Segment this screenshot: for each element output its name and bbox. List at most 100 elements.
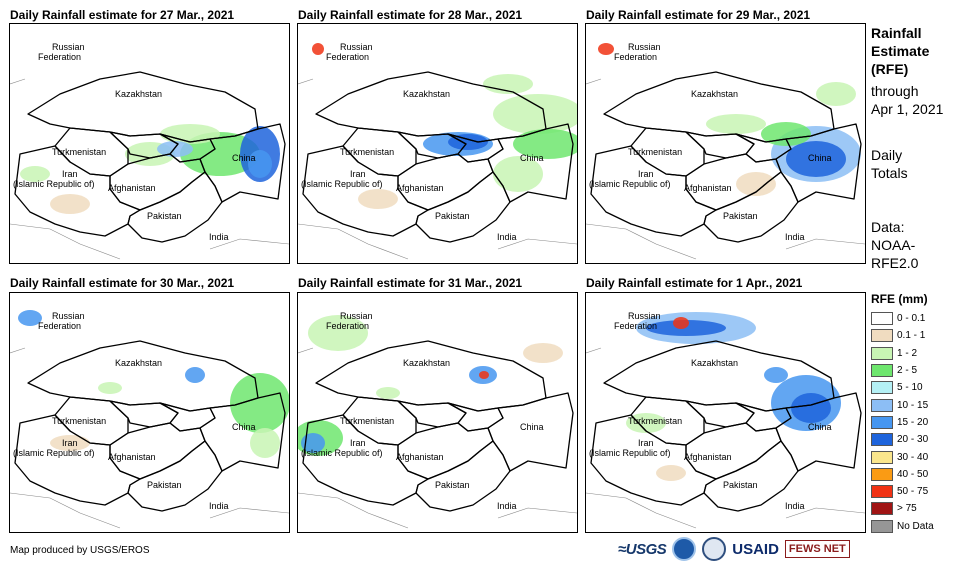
side-through: through — [871, 83, 919, 99]
legend-swatch — [871, 502, 893, 516]
panel-title-4: Daily Rainfall estimate for 30 Mar., 202… — [10, 276, 235, 290]
panel-title-3: Daily Rainfall estimate for 29 Mar., 202… — [586, 8, 811, 22]
neighbor-border — [785, 507, 865, 519]
legend-swatch — [871, 519, 893, 533]
fews-net-logo: FEWS NET — [784, 540, 850, 558]
rainfall-patch — [185, 367, 205, 383]
country-label: Afghanistan — [108, 183, 156, 193]
neighbor-border — [10, 492, 121, 529]
country-label: Turkmenistan — [340, 416, 394, 426]
rainfall-patch — [598, 43, 614, 55]
legend-swatch — [871, 312, 893, 326]
map-panel-3: Russian Federation Kazakhstan Turkmenistan I… — [585, 23, 866, 264]
neighbor-border — [497, 507, 577, 519]
country-label: Pakistan — [435, 211, 470, 221]
legend-item: 5 - 10 — [871, 379, 934, 396]
country-label: Russian — [340, 311, 373, 321]
logo-strip: ≈USGS USAID FEWS NET — [618, 537, 850, 561]
legend-item: 20 - 30 — [871, 431, 934, 448]
rainfall-patch — [493, 94, 577, 134]
legend-label: 1 - 2 — [897, 347, 918, 359]
china-border — [199, 123, 286, 203]
legend: 0 - 0.1 0.1 - 1 1 - 2 2 - 5 5 - 10 10 - 15 15 … — [871, 310, 934, 535]
country-label: Turkmenistan — [340, 147, 394, 157]
neighbor-border — [209, 507, 289, 519]
country-label: Iran — [350, 169, 366, 179]
country-label: India — [209, 232, 229, 242]
legend-item: 15 - 20 — [871, 414, 934, 431]
rainfall-patch — [160, 124, 220, 144]
country-label: (Islamic Republic of) — [13, 448, 95, 458]
pakistan-border — [415, 440, 511, 512]
iran-border — [302, 414, 429, 506]
pakistan-border — [415, 171, 511, 243]
legend-swatch — [871, 467, 893, 481]
china-border — [199, 392, 286, 472]
legend-label: 30 - 40 — [897, 451, 929, 463]
country-label: Federation — [326, 52, 369, 62]
legend-item: > 75 — [871, 500, 934, 517]
rainfall-patch — [764, 367, 788, 383]
country-label: Afghanistan — [396, 183, 444, 193]
panel-title-2: Daily Rainfall estimate for 28 Mar., 202… — [298, 8, 523, 22]
country-label: China — [520, 153, 544, 163]
legend-label: 20 - 30 — [897, 434, 929, 446]
seal-logo-icon — [702, 537, 727, 561]
country-label: Kazakhstan — [691, 89, 738, 99]
legend-item: No Data — [871, 518, 934, 535]
country-label: Kazakhstan — [403, 89, 450, 99]
legend-swatch — [871, 485, 893, 499]
map-panel-2: Russian Federation Kazakhstan Turkmenistan I… — [297, 23, 578, 264]
china-border — [775, 123, 862, 203]
country-label: Afghanistan — [108, 452, 156, 462]
neighbor-border — [785, 238, 865, 250]
country-label: Pakistan — [147, 211, 182, 221]
china-border — [487, 392, 574, 472]
neighbor-border — [298, 223, 409, 260]
neighbor-border — [10, 347, 26, 354]
country-label: (Islamic Republic of) — [589, 448, 671, 458]
rainfall-patch — [157, 141, 193, 157]
side-title-rfe: (RFE) — [871, 61, 909, 77]
neighbor-border — [298, 78, 314, 85]
legend-item: 0.1 - 1 — [871, 327, 934, 344]
rainfall-patch — [736, 172, 776, 196]
iran-border — [302, 145, 429, 237]
legend-label: 5 - 10 — [897, 382, 923, 394]
country-label: Iran — [62, 438, 78, 448]
country-label: (Islamic Republic of) — [301, 179, 383, 189]
map-panel-6: Russian Federation Kazakhstan Turkmenistan I… — [585, 292, 866, 533]
rainfall-patch — [50, 435, 90, 451]
legend-swatch — [871, 364, 893, 378]
country-label: Afghanistan — [684, 183, 732, 193]
country-label: Kazakhstan — [691, 358, 738, 368]
country-label: Federation — [614, 52, 657, 62]
side-daily: Daily — [871, 147, 903, 163]
country-label: Turkmenistan — [628, 147, 682, 157]
country-label: Russian — [340, 42, 373, 52]
country-label: Pakistan — [723, 211, 758, 221]
neighbor-border — [586, 78, 602, 85]
country-label: Iran — [350, 438, 366, 448]
legend-label: 2 - 5 — [897, 365, 918, 377]
country-label: Pakistan — [723, 480, 758, 490]
country-label: China — [232, 422, 256, 432]
pakistan-border — [703, 440, 799, 512]
rainfall-patch — [786, 141, 846, 177]
china-border — [775, 392, 862, 472]
country-label: Russian — [628, 311, 661, 321]
legend-swatch — [871, 381, 893, 395]
country-label: Pakistan — [435, 480, 470, 490]
side-title-estimate: Estimate — [871, 43, 930, 59]
country-label: Afghanistan — [396, 452, 444, 462]
rainfall-patch — [448, 134, 488, 150]
country-label: Kazakhstan — [115, 358, 162, 368]
iran-border — [14, 145, 141, 237]
country-label: Federation — [614, 321, 657, 331]
country-label: Russian — [52, 311, 85, 321]
rainfall-patch — [301, 433, 325, 453]
legend-item: 10 - 15 — [871, 396, 934, 413]
country-label: India — [785, 501, 805, 511]
